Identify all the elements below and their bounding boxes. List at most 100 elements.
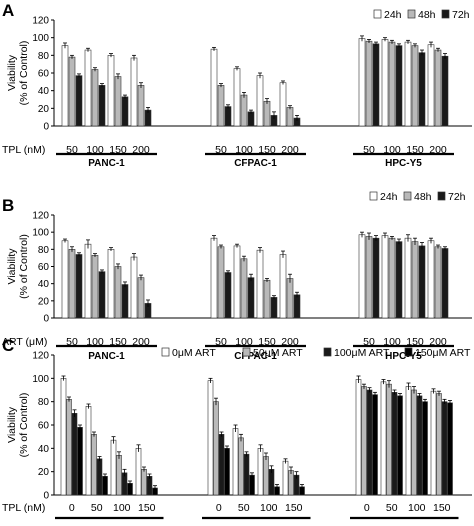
legend-swatch	[403, 191, 412, 201]
bar	[263, 279, 271, 319]
bar	[441, 401, 448, 496]
bar	[293, 294, 301, 319]
bar	[243, 453, 250, 496]
bar	[372, 394, 378, 496]
y-tick-label: 60	[38, 262, 50, 273]
bar	[279, 254, 287, 319]
x-tick-label: 0	[69, 502, 75, 514]
legend-label: 72h	[452, 9, 470, 21]
bar	[427, 44, 435, 127]
bar	[218, 434, 225, 496]
legend-label: 150μM ART	[415, 347, 471, 359]
treatment-label: ART (μM)	[2, 336, 47, 348]
bar	[102, 476, 108, 496]
bar	[395, 241, 403, 319]
bar	[447, 402, 453, 496]
bar	[217, 246, 225, 319]
y-tick-label: 100	[32, 228, 49, 239]
bar	[391, 392, 398, 496]
bar	[240, 94, 248, 127]
bar	[210, 237, 218, 319]
x-tick-label: 50	[215, 336, 227, 348]
panel-label: B	[2, 196, 14, 215]
bar	[381, 39, 389, 127]
legend-swatch	[242, 347, 251, 357]
y-tick-label: 100	[32, 33, 49, 44]
bar	[286, 278, 294, 319]
bar	[107, 55, 115, 127]
x-tick-label: 50	[66, 336, 78, 348]
x-tick-label: 50	[215, 144, 227, 156]
bar	[380, 381, 387, 496]
bar	[282, 460, 289, 496]
bar	[411, 241, 419, 319]
y-tick-label: 0	[43, 314, 49, 325]
bar	[436, 393, 442, 496]
bar	[247, 111, 255, 127]
y-axis-label-line: Viability	[6, 406, 18, 443]
y-tick-label: 60	[38, 69, 50, 80]
bar	[372, 237, 380, 319]
legend-label: 48h	[418, 9, 436, 21]
bar	[98, 271, 106, 319]
bar	[430, 390, 437, 496]
bar	[256, 75, 264, 127]
bar	[91, 255, 99, 319]
bar	[114, 266, 122, 319]
bar	[427, 240, 435, 319]
y-tick-label: 60	[38, 421, 50, 432]
bar	[217, 85, 225, 127]
bar	[68, 249, 76, 319]
y-axis-label-line: Viability	[6, 248, 18, 285]
bar	[388, 41, 396, 127]
bar	[75, 254, 83, 319]
bar	[247, 277, 255, 319]
bar	[141, 469, 147, 496]
y-tick-label: 20	[38, 104, 50, 115]
bar	[61, 45, 69, 127]
bar	[233, 245, 241, 319]
bar	[91, 69, 99, 127]
group-label: CFPAC-1	[234, 351, 277, 362]
bar	[84, 49, 92, 127]
legend-label: 0μM ART	[172, 347, 216, 359]
bar	[75, 75, 83, 127]
bar	[365, 236, 373, 319]
legend-swatch	[161, 347, 170, 357]
bar	[224, 272, 232, 319]
bar	[135, 448, 142, 496]
legend-label: 24h	[384, 9, 402, 21]
legend-label: 24h	[380, 191, 398, 203]
legend-swatch	[369, 191, 378, 201]
y-axis-label-line: (% of Control)	[18, 41, 30, 106]
legend-label: 100μM ART	[334, 347, 390, 359]
y-axis-label-line: (% of Control)	[18, 393, 30, 458]
y-axis-label: Viability(% of Control)	[6, 393, 30, 458]
x-tick-label: 50	[386, 502, 398, 514]
bar	[130, 256, 138, 319]
bar	[263, 100, 271, 127]
bar	[66, 399, 72, 496]
bar	[116, 455, 122, 496]
x-tick-label: 150	[285, 502, 303, 514]
bar	[96, 458, 103, 496]
bar	[107, 249, 115, 319]
y-tick-label: 80	[38, 51, 50, 62]
bar	[381, 235, 389, 319]
legend-swatch	[437, 191, 446, 201]
bar	[434, 246, 442, 319]
x-tick-label: 100	[408, 502, 426, 514]
legend-swatch	[407, 9, 416, 19]
group-label: CFPAC-1	[234, 158, 277, 169]
bar	[366, 389, 373, 496]
bar	[110, 439, 117, 496]
y-tick-label: 20	[38, 467, 50, 478]
y-tick-label: 40	[38, 86, 50, 97]
bar	[288, 470, 294, 496]
y-tick-label: 20	[38, 296, 50, 307]
x-tick-label: 50	[91, 502, 103, 514]
bar	[372, 43, 380, 127]
bar	[263, 456, 269, 496]
bar	[137, 85, 145, 127]
